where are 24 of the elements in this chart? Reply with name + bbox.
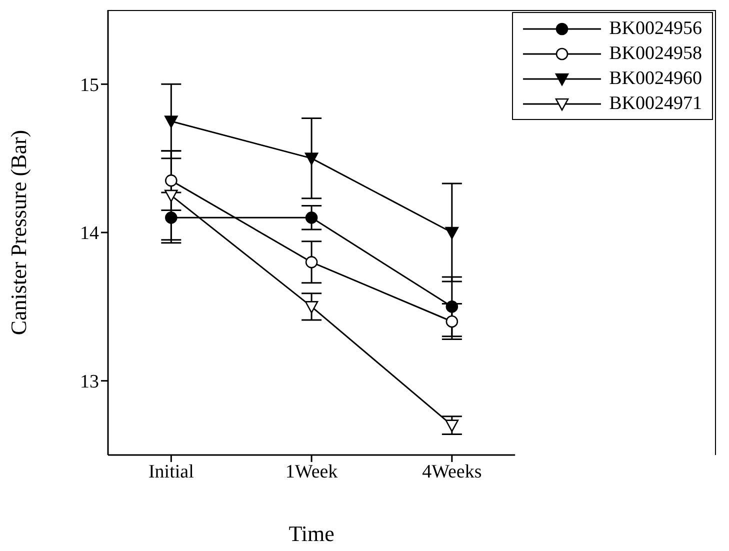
legend-label: BK0024958: [609, 42, 702, 64]
x-axis-title: Time: [288, 521, 334, 546]
legend-label: BK0024960: [609, 68, 702, 90]
point: [445, 226, 459, 240]
y-axis-title: Canister Pressure (Bar): [6, 130, 31, 336]
point: [164, 190, 178, 202]
legend-label: BK0024971: [609, 92, 702, 114]
y-tick-label: 13: [80, 372, 99, 393]
point: [165, 174, 178, 187]
point: [304, 152, 318, 165]
legend-label: BK0024956: [609, 18, 702, 40]
x-tick-label: 1Week: [285, 461, 338, 482]
y-tick-label: 14: [80, 223, 100, 244]
point: [446, 315, 458, 328]
point: [305, 212, 318, 224]
point: [304, 301, 318, 314]
point: [165, 212, 178, 224]
point: [446, 300, 458, 313]
y-tick-label: 15: [80, 74, 99, 96]
x-tick-label: Initial: [148, 461, 194, 482]
x-tick-label: 4Weeks: [422, 461, 482, 482]
point: [164, 116, 178, 128]
point: [445, 420, 459, 432]
point: [305, 256, 318, 268]
